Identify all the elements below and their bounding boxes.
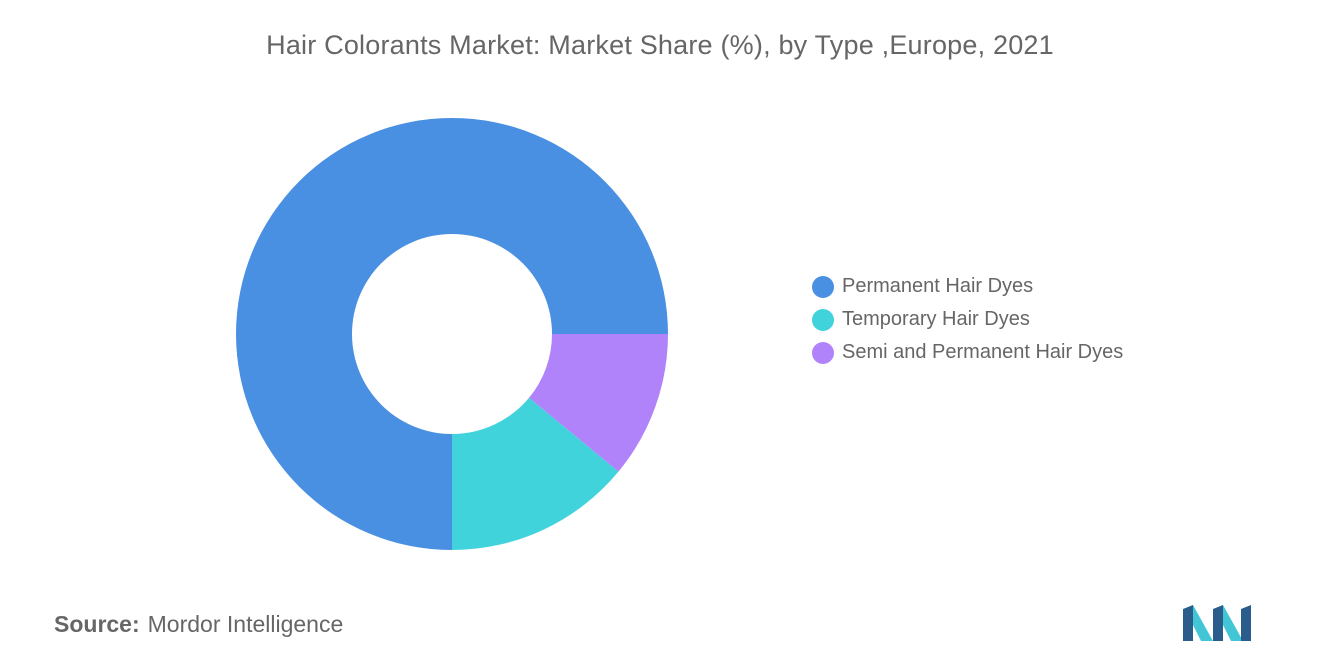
legend-item-temporary[interactable]: Temporary Hair Dyes bbox=[812, 303, 1123, 336]
source-text: Mordor Intelligence bbox=[147, 611, 344, 637]
source-credit: Source: Mordor Intelligence bbox=[54, 611, 343, 638]
legend: Permanent Hair Dyes Temporary Hair Dyes … bbox=[812, 270, 1123, 369]
legend-label-semi-permanent: Semi and Permanent Hair Dyes bbox=[842, 341, 1124, 363]
legend-swatch-temporary bbox=[812, 308, 834, 331]
donut-slice-temporary[interactable] bbox=[452, 397, 619, 550]
legend-item-permanent[interactable]: Permanent Hair Dyes bbox=[812, 270, 1123, 303]
source-label: Source: bbox=[54, 611, 140, 637]
chart-title: Hair Colorants Market: Market Share (%),… bbox=[266, 30, 1054, 60]
legend-item-semi-permanent[interactable]: Semi and Permanent Hair Dyes bbox=[812, 336, 1123, 369]
donut-slice-permanent[interactable] bbox=[236, 118, 668, 550]
donut-slice-semi-permanent[interactable] bbox=[529, 334, 668, 472]
legend-label-permanent: Permanent Hair Dyes bbox=[842, 275, 1034, 297]
legend-label-temporary: Temporary Hair Dyes bbox=[842, 308, 1030, 330]
legend-swatch-semi-permanent bbox=[812, 341, 834, 364]
mordor-intelligence-logo-icon bbox=[1183, 605, 1251, 641]
legend-swatch-permanent bbox=[812, 275, 834, 298]
